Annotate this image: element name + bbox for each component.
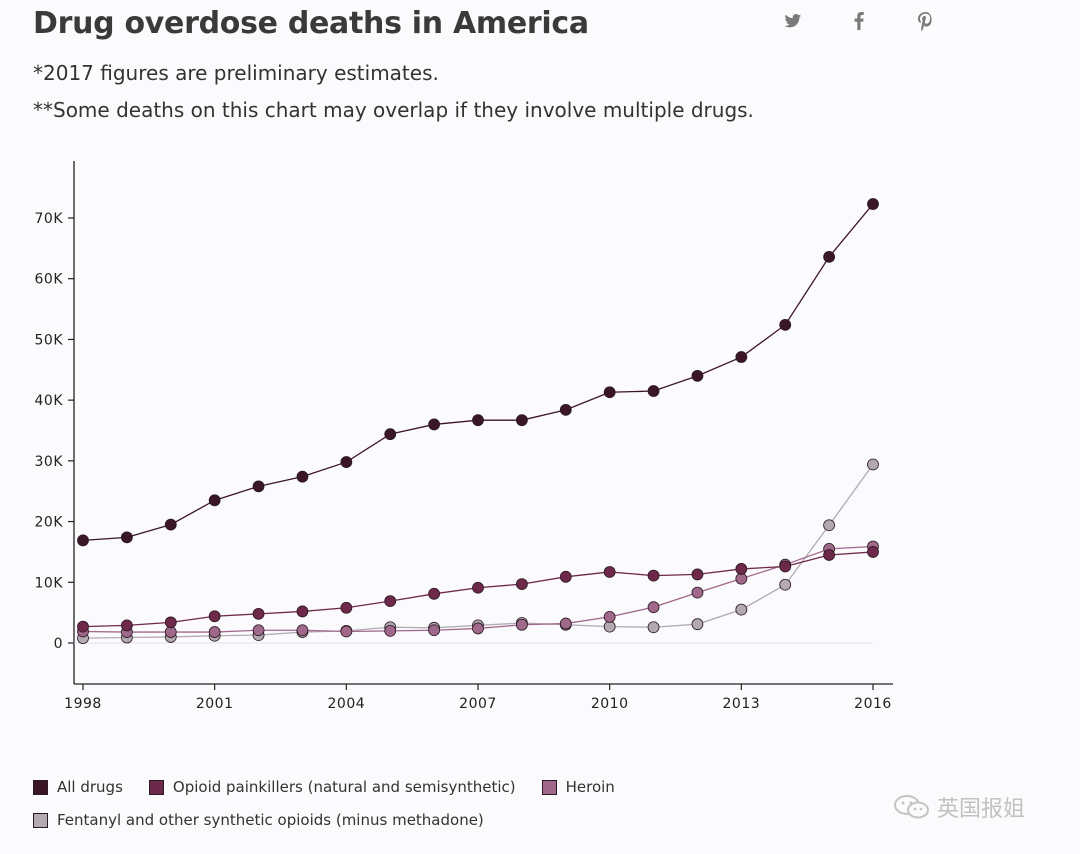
y-tick-label: 40K xyxy=(35,393,64,409)
legend-label: Opioid painkillers (natural and semisynt… xyxy=(172,778,516,796)
data-point xyxy=(647,569,660,582)
data-point xyxy=(691,568,704,581)
data-point xyxy=(515,414,528,427)
series-line xyxy=(82,203,874,542)
data-point xyxy=(779,318,792,331)
facebook-icon[interactable] xyxy=(846,8,872,34)
x-tick-label: 2010 xyxy=(591,696,629,712)
data-point xyxy=(735,351,748,363)
data-point xyxy=(823,519,836,532)
y-tick-label: 50K xyxy=(35,332,64,348)
data-point xyxy=(472,581,484,594)
x-tick-label: 2007 xyxy=(459,696,497,712)
data-point xyxy=(384,624,397,637)
data-point xyxy=(647,385,660,397)
data-point xyxy=(779,560,792,573)
wechat-icon xyxy=(894,795,929,819)
note-overlap: **Some deaths on this chart may overlap … xyxy=(33,98,754,122)
legend-swatch xyxy=(541,779,557,795)
data-point xyxy=(691,586,704,599)
data-point xyxy=(77,620,89,633)
data-point xyxy=(472,414,484,427)
data-point xyxy=(735,603,748,616)
x-tick-label: 1998 xyxy=(64,696,102,712)
data-point xyxy=(164,616,177,629)
data-point xyxy=(296,470,309,483)
legend-swatch xyxy=(33,779,48,795)
data-point xyxy=(603,566,616,578)
data-point xyxy=(208,494,221,507)
data-point xyxy=(603,386,616,399)
data-point xyxy=(515,578,528,591)
data-point xyxy=(120,619,133,632)
legend-swatch xyxy=(33,812,48,828)
data-point xyxy=(867,198,879,210)
data-point xyxy=(691,618,704,631)
data-point xyxy=(515,618,528,631)
y-tick-label: 70K xyxy=(35,211,64,227)
series-line xyxy=(82,464,874,639)
data-point xyxy=(340,456,353,468)
legend-label: Heroin xyxy=(565,778,615,796)
data-point xyxy=(164,518,177,531)
data-point xyxy=(472,622,484,635)
data-point xyxy=(867,546,879,558)
y-tick-label: 0 xyxy=(54,636,63,652)
data-point xyxy=(428,418,441,431)
legend-item-fentanyl[interactable]: Fentanyl and other synthetic opioids (mi… xyxy=(33,811,484,829)
legend-label: All drugs xyxy=(57,778,123,796)
watermark-text: 英国报姐 xyxy=(937,797,1026,822)
x-tick-label: 2013 xyxy=(723,696,761,712)
page-title: Drug overdose deaths in America xyxy=(33,6,589,41)
data-point xyxy=(120,531,133,544)
data-point xyxy=(296,624,309,637)
data-point xyxy=(340,625,353,638)
share-bar xyxy=(780,8,938,34)
data-point xyxy=(384,428,397,441)
data-point xyxy=(77,534,89,547)
pinterest-icon[interactable] xyxy=(912,8,938,34)
data-point xyxy=(340,601,353,614)
legend-row: All drugs Opioid painkillers (natural an… xyxy=(33,772,1033,802)
data-point xyxy=(428,624,441,637)
data-point xyxy=(735,563,748,575)
data-point xyxy=(867,458,879,471)
legend-row: Fentanyl and other synthetic opioids (mi… xyxy=(33,805,1033,835)
data-point xyxy=(252,624,265,637)
data-point xyxy=(779,578,792,591)
line-chart: 0 10K 20K 30K 40K 50K 60K 70K 1998 2001 2004 2007 20… xyxy=(35,161,893,712)
legend-label: Fentanyl and other synthetic opioids (mi… xyxy=(57,811,484,829)
data-point xyxy=(208,626,221,638)
data-point xyxy=(428,587,441,600)
chart-legend: All drugs Opioid painkillers (natural an… xyxy=(33,772,1033,838)
y-tick-label: 60K xyxy=(35,272,64,288)
data-point xyxy=(296,605,309,618)
data-point xyxy=(384,595,397,608)
data-point xyxy=(252,480,265,493)
legend-item-heroin[interactable]: Heroin xyxy=(541,778,615,796)
data-point xyxy=(823,549,836,561)
legend-item-all-drugs[interactable]: All drugs xyxy=(33,778,123,796)
y-tick-label: 20K xyxy=(35,515,64,531)
data-point xyxy=(603,610,616,623)
watermark: 英国报姐 xyxy=(893,791,1025,823)
legend-swatch xyxy=(148,779,164,795)
data-point xyxy=(252,607,265,620)
x-tick-label: 2004 xyxy=(328,696,366,712)
data-point xyxy=(647,621,660,634)
data-point xyxy=(647,601,660,614)
x-tick-label: 2001 xyxy=(196,696,234,712)
y-tick-label: 30K xyxy=(35,454,64,470)
data-point xyxy=(559,570,572,583)
data-point xyxy=(691,369,704,382)
twitter-icon[interactable] xyxy=(780,8,806,34)
data-point xyxy=(559,403,572,416)
data-point xyxy=(823,250,836,263)
data-point xyxy=(559,617,572,630)
legend-item-opioid-painkillers[interactable]: Opioid painkillers (natural and semisynt… xyxy=(148,778,516,796)
x-tick-label: 2016 xyxy=(854,696,892,712)
note-preliminary: *2017 figures are preliminary estimates. xyxy=(33,61,439,85)
data-point xyxy=(208,610,221,623)
y-tick-label: 10K xyxy=(35,575,64,591)
